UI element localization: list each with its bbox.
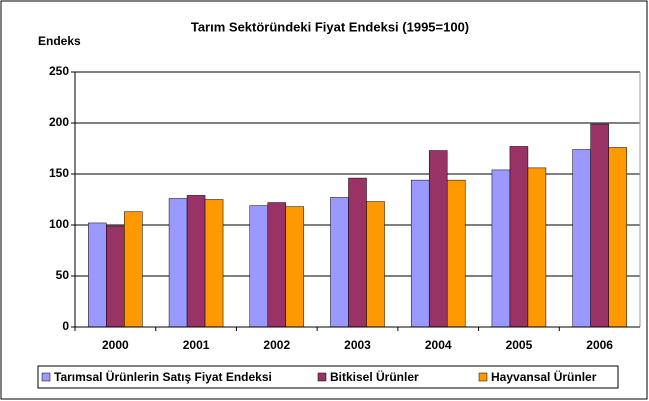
- x-tick-label: 2005: [506, 338, 533, 352]
- bar: [88, 222, 107, 328]
- bar: [106, 225, 125, 328]
- bar: [509, 146, 529, 328]
- y-tick-label: 150: [49, 166, 69, 180]
- x-tick-label: 2003: [344, 338, 371, 352]
- legend-box: [37, 365, 619, 389]
- bar: [446, 179, 466, 328]
- bar: [267, 202, 287, 328]
- bar: [527, 167, 547, 328]
- bar: [285, 206, 305, 328]
- chart-title: Tarım Sektöründeki Fiyat Endeksi (1995=1…: [191, 19, 469, 34]
- legend-label: Tarımsal Ürünlerin Satış Fiyat Endeksi: [54, 369, 272, 384]
- x-tick-label: 2000: [102, 338, 129, 352]
- bar: [608, 147, 627, 328]
- bar: [204, 199, 224, 328]
- bar: [428, 150, 448, 328]
- y-tick-label: 100: [49, 217, 69, 231]
- legend-label: Hayvansal Ürünler: [491, 369, 597, 384]
- bar: [590, 123, 609, 328]
- legend-swatch: [478, 372, 488, 382]
- legend-label: Bitkisel Ürünler: [330, 369, 419, 384]
- x-tick-label: 2004: [425, 338, 452, 352]
- bar: [348, 177, 367, 328]
- bar: [249, 205, 269, 328]
- bar: [366, 201, 385, 328]
- y-tick-label: 250: [49, 64, 69, 78]
- y-tick-label: 50: [56, 268, 70, 282]
- bar: [572, 149, 591, 328]
- bar: [168, 198, 188, 328]
- bar: [491, 169, 511, 328]
- bar: [410, 179, 430, 328]
- bar: [124, 211, 143, 328]
- legend-swatch: [41, 372, 51, 382]
- x-tick-label: 2001: [183, 338, 210, 352]
- y-tick-label: 200: [49, 115, 69, 129]
- legend-swatch: [317, 372, 327, 382]
- bar: [186, 195, 206, 328]
- x-tick-label: 2006: [586, 338, 613, 352]
- bar: [330, 197, 349, 328]
- y-tick-label: 0: [62, 319, 69, 333]
- x-tick-label: 2002: [263, 338, 290, 352]
- y-axis-title: Endeks: [38, 34, 81, 48]
